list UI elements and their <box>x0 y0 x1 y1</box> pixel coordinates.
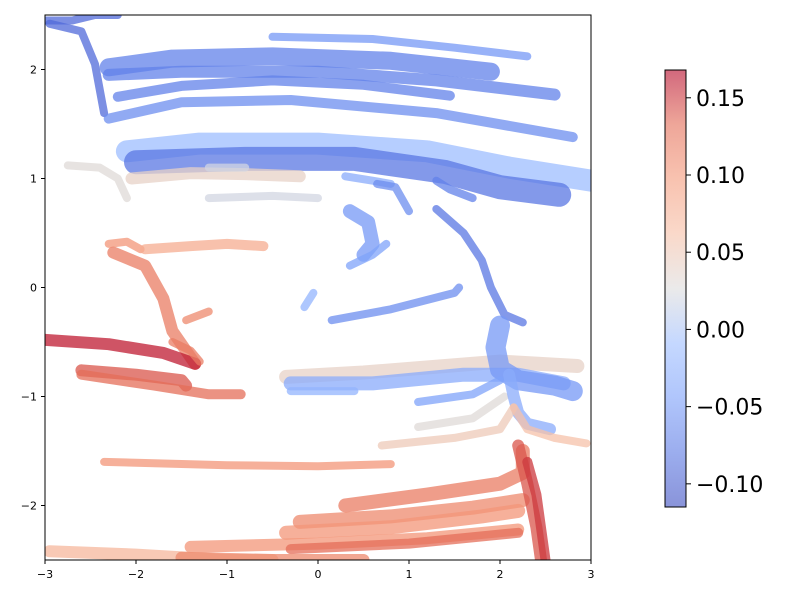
colorbar-tick-label: 0.05 <box>696 241 745 266</box>
x-tick-label: −3 <box>37 568 53 581</box>
trajectory-t04 <box>99 47 500 81</box>
colorbar-tick-label: 0.00 <box>696 318 745 343</box>
colorbar-gradient <box>665 70 686 507</box>
x-tick-label: −2 <box>128 568 144 581</box>
trajectory-t09 <box>124 146 572 207</box>
trajectory-t35 <box>414 392 509 431</box>
trajectory-t10 <box>63 161 131 203</box>
trajectory-t25 <box>182 307 213 325</box>
colorbar-frame <box>664 69 687 508</box>
x-tick-label: 0 <box>315 568 322 581</box>
y-axis: −2 −1 0 1 2 <box>21 64 45 513</box>
y-tick-label: −2 <box>21 500 37 513</box>
x-tick-label: 1 <box>406 568 413 581</box>
trajectory-t05 <box>102 65 561 101</box>
trajectory-t23 <box>140 238 269 255</box>
trajectory-t39 <box>100 457 395 471</box>
trajectory-t20 <box>300 288 318 312</box>
trajectory-t34 <box>414 376 504 406</box>
x-tick-label: 2 <box>497 568 504 581</box>
trajectory-t22 <box>104 237 145 254</box>
colorbar-ticks: 0.15 0.10 0.05 0.00 −0.05 −0.10 <box>686 87 763 498</box>
trajectory-t17 <box>432 205 527 327</box>
colorbar-tick-label: 0.10 <box>696 164 745 189</box>
trajectory-t29 <box>76 369 246 400</box>
colorbar-tick-label: −0.10 <box>696 473 763 498</box>
trajectory-t46 <box>522 456 551 560</box>
trajectory-t28 <box>75 364 193 392</box>
x-tick-label: 3 <box>588 568 595 581</box>
trajectory-t15 <box>373 179 413 216</box>
trajectory-t41 <box>292 493 530 529</box>
x-tick-label: −1 <box>219 568 235 581</box>
trajectory-t27 <box>168 338 204 366</box>
trajectory-t01 <box>45 15 122 25</box>
trajectory-layer <box>45 15 591 560</box>
trajectory-t08 <box>115 132 591 192</box>
y-tick-label: 0 <box>30 282 37 295</box>
trajectory-t19 <box>345 239 391 270</box>
trajectory-t38 <box>509 403 591 448</box>
colorbar: 0.15 0.10 0.05 0.00 −0.05 −0.10 <box>664 69 763 508</box>
trajectory-t07 <box>103 95 578 143</box>
y-tick-label: −1 <box>21 391 37 404</box>
colorbar-tick-label: −0.05 <box>696 396 763 421</box>
trajectory-t02 <box>45 19 109 118</box>
trajectory-t42 <box>279 503 526 540</box>
colorbar-tick-label: 0.15 <box>696 87 745 112</box>
y-tick-label: 2 <box>30 64 37 77</box>
trajectory-t16 <box>432 176 477 203</box>
trajectory-t21 <box>327 283 464 325</box>
trajectory-t11 <box>125 167 306 185</box>
trajectory-t03 <box>268 32 532 61</box>
trajectory-t13 <box>204 191 322 203</box>
y-tick-label: 1 <box>30 173 37 186</box>
trajectory-t30 <box>279 354 585 384</box>
trajectory-t06 <box>112 75 455 102</box>
trajectory-t37 <box>377 403 518 450</box>
trajectory-t48 <box>175 551 370 560</box>
trajectory-t18 <box>342 204 380 262</box>
x-axis: −3 −2 −1 0 1 2 3 <box>37 560 595 581</box>
trajectory-t44 <box>285 527 524 555</box>
trajectory-t26 <box>45 333 202 370</box>
